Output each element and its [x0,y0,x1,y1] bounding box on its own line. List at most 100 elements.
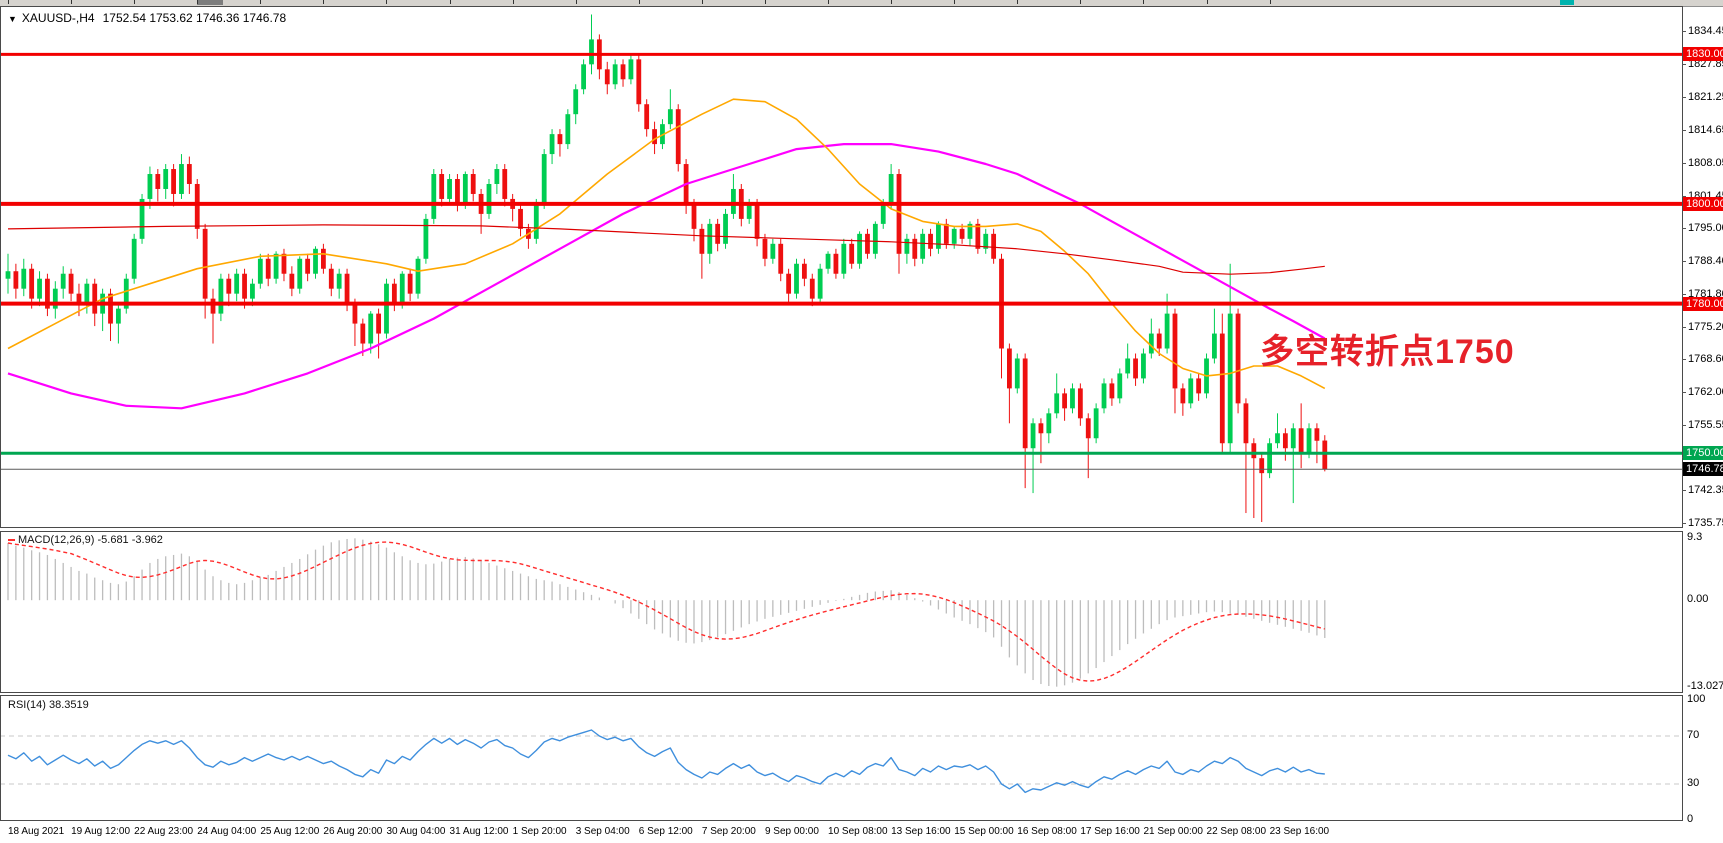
candle-body[interactable] [731,188,736,214]
candle-body[interactable] [305,258,311,274]
candle-body[interactable] [1030,423,1036,449]
time-axis-label[interactable]: 30 Aug 04:00 [386,826,446,837]
candle-body[interactable] [29,268,35,299]
time-axis-label[interactable]: 22 Aug 23:00 [134,826,194,837]
candle-body[interactable] [108,293,113,324]
ma-mid-red[interactable] [7,224,1325,275]
candle-body[interactable] [628,59,634,80]
candle-body[interactable] [1227,313,1233,444]
rsi-scale-label[interactable]: 70 [1687,729,1700,741]
candle-body[interactable] [455,179,460,204]
candle-body[interactable] [1054,393,1060,414]
candle-body[interactable] [825,253,831,269]
candle-body[interactable] [462,174,468,204]
candle-body[interactable] [762,238,768,259]
time-axis-label[interactable]: 26 Aug 20:00 [323,826,383,837]
candle-body[interactable] [707,223,713,254]
time-axis-label[interactable]: 18 Aug 2021 [8,826,65,837]
time-axis-label[interactable]: 17 Sep 16:00 [1080,826,1140,837]
macd-scale-label[interactable]: 9.3 [1687,531,1703,544]
candle-body[interactable] [5,271,11,279]
candle-body[interactable] [1314,428,1320,441]
candle-body[interactable] [943,223,949,244]
candle-body[interactable] [470,174,476,194]
candle-body[interactable] [384,283,389,334]
candle-body[interactable] [778,243,784,274]
candle-body[interactable] [1133,358,1138,379]
candle-body[interactable] [770,243,776,259]
candle-body[interactable] [352,303,358,324]
splitter-handle-icon[interactable] [197,0,223,5]
candle-body[interactable] [52,288,58,309]
time-axis-label[interactable]: 6 Sep 12:00 [638,826,693,837]
time-axis-label[interactable]: 15 Sep 00:00 [954,826,1014,837]
candle-body[interactable] [202,228,208,299]
time-axis-label[interactable]: 24 Aug 04:00 [197,826,257,837]
candle-body[interactable] [250,283,255,299]
price-axis-tick[interactable]: 1788.40 [1682,255,1723,267]
candle-body[interactable] [1172,313,1178,389]
candle-body[interactable] [45,278,50,309]
candle-body[interactable] [983,233,989,249]
candle-body[interactable] [857,233,862,264]
candle-body[interactable] [139,198,145,239]
candle-body[interactable] [171,169,176,194]
candle-body[interactable] [951,228,957,244]
candle-body[interactable] [297,258,303,289]
candle-body[interactable] [336,273,342,289]
candle-body[interactable] [975,223,981,249]
candle-body[interactable] [1267,443,1272,474]
price-axis-tick[interactable]: 1821.25 [1682,91,1723,103]
candle-body[interactable] [904,238,910,254]
candle-body[interactable] [936,223,941,249]
candle-body[interactable] [589,39,594,65]
candle-body[interactable] [13,271,19,289]
time-axis-label[interactable]: 16 Sep 08:00 [1017,826,1077,837]
candle-body[interactable] [328,268,334,289]
time-axis-label[interactable]: 25 Aug 12:00 [260,826,320,837]
candle-body[interactable] [620,64,626,80]
candle-body[interactable] [76,293,82,304]
candle-body[interactable] [1251,443,1257,459]
candle-body[interactable] [604,69,610,85]
candle-body[interactable] [131,238,137,279]
candle-body[interactable] [794,263,799,294]
candle-body[interactable] [147,174,153,199]
candle-body[interactable] [486,183,492,214]
candle-body[interactable] [699,228,705,254]
candle-body[interactable] [841,243,847,274]
time-axis-label[interactable]: 19 Aug 12:00 [71,826,131,837]
candle-body[interactable] [1235,313,1241,404]
candle-body[interactable] [360,323,366,344]
candle-body[interactable] [746,203,752,219]
candle-body[interactable] [1148,333,1154,354]
candle-body[interactable] [447,179,452,199]
time-axis-label[interactable]: 21 Sep 00:00 [1143,826,1203,837]
candle-body[interactable] [37,278,42,299]
candle-body[interactable] [68,273,74,294]
candle-body[interactable] [1196,378,1202,394]
candle-body[interactable] [912,238,918,259]
candle-body[interactable] [273,253,279,279]
candle-body[interactable] [1322,440,1328,470]
candle-body[interactable] [1141,353,1146,379]
candle-body[interactable] [368,313,374,344]
chart-annotation-text[interactable]: 多空转折点1750 [1260,333,1515,371]
candle-body[interactable] [723,213,728,244]
candle-body[interactable] [667,109,673,125]
candle-body[interactable] [1062,393,1067,409]
candle-body[interactable] [888,174,894,204]
candle-body[interactable] [817,268,823,299]
candle-body[interactable] [754,203,760,239]
candle-body[interactable] [612,64,618,85]
candle-body[interactable] [1006,348,1012,389]
candle-body[interactable] [801,263,807,279]
candle-body[interactable] [1117,373,1123,399]
time-axis-label[interactable]: 10 Sep 08:00 [828,826,888,837]
candle-body[interactable] [967,223,973,239]
scroll-marker-icon[interactable] [1560,0,1574,5]
candle-body[interactable] [872,223,878,254]
candle-body[interactable] [1014,358,1020,389]
candle-body[interactable] [518,208,523,229]
candle-body[interactable] [1093,408,1099,439]
